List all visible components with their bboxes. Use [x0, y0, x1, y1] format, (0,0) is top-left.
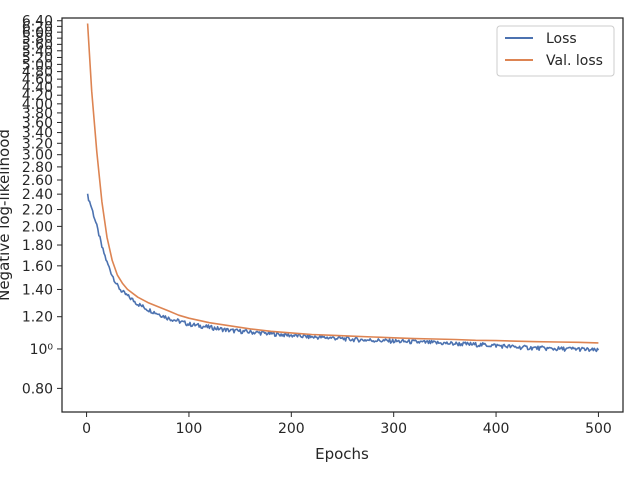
y-tick-label: 1.80 — [22, 238, 53, 254]
y-tick-label: 4.40 — [22, 80, 53, 96]
y-tick-label: 2.60 — [22, 173, 53, 189]
y-tick-label: 5.80 — [22, 31, 53, 47]
y-tick-label: 3.20 — [22, 136, 53, 152]
y-tick-label: 3.00 — [22, 148, 53, 164]
y-tick-label: 6.00 — [22, 25, 53, 41]
x-axis-label: Epochs — [315, 445, 369, 463]
y-tick-label: 1.60 — [22, 259, 53, 275]
legend-label-val-loss: Val. loss — [546, 53, 603, 69]
y-tick-label: 3.40 — [22, 126, 53, 142]
y-tick-label: 10⁰ — [30, 342, 54, 358]
y-tick-label: 5.00 — [22, 57, 53, 73]
y-tick-label: 5.20 — [22, 50, 53, 66]
y-tick-label: 4.60 — [22, 72, 53, 88]
y-tick-label: 2.80 — [22, 160, 53, 176]
y-tick-label: 2.40 — [22, 187, 53, 203]
y-tick-label: 4.00 — [22, 97, 53, 113]
y-tick-label: 4.80 — [22, 65, 53, 81]
y-tick-label: 3.80 — [22, 106, 53, 122]
series-line-loss — [86, 193, 600, 353]
plot-frame — [61, 17, 624, 413]
legend: Loss Val. loss — [496, 25, 615, 77]
y-tick-label: 1.20 — [22, 310, 53, 326]
y-axis: 0.80 10⁰ 1.20 1.40 1.60 1.80 2.002.202.402.602… — [22, 14, 62, 397]
x-tick-label: 200 — [278, 421, 305, 437]
y-tick-label: 5.40 — [22, 44, 53, 60]
x-tick-label: 100 — [176, 421, 203, 437]
x-tick-label: 400 — [483, 421, 510, 437]
y-tick-label: 2.00 — [22, 219, 53, 235]
y-tick-label: 4.20 — [22, 88, 53, 104]
legend-label-loss: Loss — [546, 31, 577, 47]
y-tick-label: 3.60 — [22, 115, 53, 131]
y-axis-label: Negative log-likelihood — [0, 129, 13, 301]
series-line-val-loss — [86, 23, 599, 344]
x-tick-label: 300 — [380, 421, 407, 437]
plot-area — [61, 17, 624, 413]
y-tick-label: 0.80 — [22, 381, 53, 397]
y-tick-label: 2.20 — [22, 203, 53, 219]
x-tick-label: 500 — [585, 421, 612, 437]
series-layer — [86, 23, 600, 353]
y-tick-label: 5.60 — [22, 37, 53, 53]
x-tick-label: 0 — [82, 421, 91, 437]
x-axis: 0 100 200 300 400 500 — [82, 412, 612, 437]
y-tick-label: 6.40 — [22, 14, 53, 30]
y-tick-label: 6.20 — [22, 19, 53, 35]
y-tick-label: 1.40 — [22, 282, 53, 298]
